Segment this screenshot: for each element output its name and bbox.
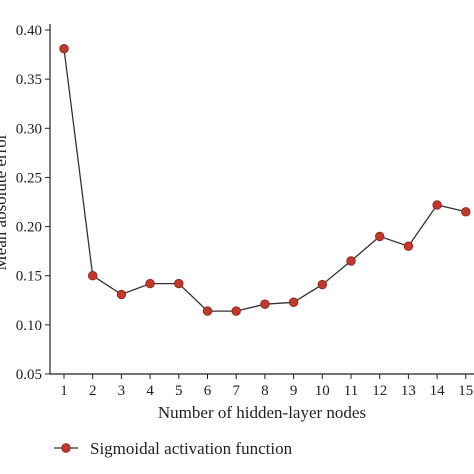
data-point (87, 271, 98, 281)
y-tick-label: 0.40 (16, 23, 42, 39)
x-tick-label: 10 (315, 383, 330, 399)
data-point (260, 299, 270, 309)
x-tick-label: 9 (290, 383, 298, 399)
series-layer (59, 43, 471, 316)
data-point (375, 231, 385, 242)
x-tick-label: 11 (344, 383, 358, 399)
x-tick-label: 15 (458, 383, 473, 399)
x-tick-label: 3 (118, 383, 126, 399)
x-tick-label: 12 (372, 383, 387, 399)
data-point (231, 306, 241, 316)
data-point (317, 279, 328, 290)
x-tick-label: 14 (430, 383, 446, 399)
chart-axes (49, 24, 474, 375)
x-tick-label: 4 (146, 383, 154, 399)
y-tick-label: 0.30 (16, 121, 42, 137)
data-point (288, 297, 299, 307)
x-tick-label: 2 (89, 383, 97, 399)
data-point (174, 278, 184, 289)
y-tick-label: 0.15 (16, 269, 42, 285)
data-point (461, 207, 471, 217)
series-line (63, 48, 466, 312)
y-tick-label: 0.35 (16, 72, 42, 88)
x-axis-label: Number of hidden-layer nodes (158, 403, 366, 422)
data-point (145, 278, 155, 289)
data-point (432, 200, 442, 210)
x-tick-label: 5 (175, 383, 183, 399)
data-point (346, 256, 356, 266)
x-tick-label: 6 (204, 383, 212, 399)
legend: Sigmoidal activation function (54, 439, 293, 458)
legend-marker-swatch (61, 443, 71, 453)
data-point (59, 43, 69, 54)
data-point (403, 241, 414, 251)
x-tick-label: 13 (401, 383, 416, 399)
data-point (202, 306, 213, 316)
y-tick-label: 0.10 (16, 318, 42, 334)
y-axis-label: Mean absolute error (0, 133, 10, 270)
x-tick-label: 8 (261, 383, 269, 399)
data-point (116, 289, 127, 300)
x-axis-ticks: 1 2 3 4 5 6 7 8 9 10 11 12 13 14 15 (60, 374, 473, 399)
y-tick-label: 0.25 (16, 170, 42, 186)
y-tick-label: 0.20 (16, 220, 42, 236)
x-tick-label: 7 (232, 383, 240, 399)
x-tick-label: 1 (60, 383, 68, 399)
y-tick-label: 0.05 (16, 367, 42, 383)
y-axis-ticks: 0.05 0.10 0.15 0.20 0.25 0.30 0.35 0.40 (16, 23, 50, 383)
legend-label: Sigmoidal activation function (90, 439, 293, 458)
